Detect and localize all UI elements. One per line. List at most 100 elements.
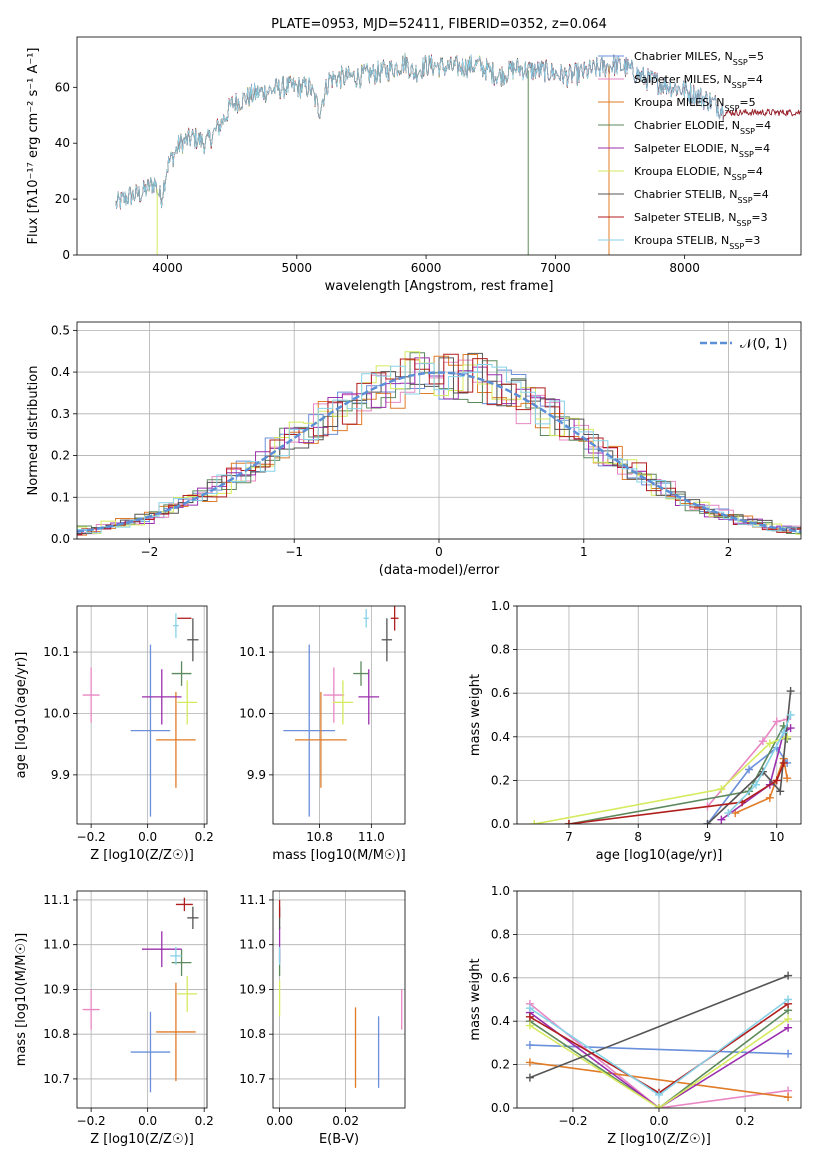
weight-marker: [717, 815, 726, 824]
y-tick-label: 10.9: [239, 982, 266, 996]
x-tick-label: 0: [435, 545, 443, 559]
plot-frame: [76, 605, 208, 825]
x-tick-label: 0.2: [195, 830, 214, 844]
legend-entry: Salpeter ELODIE, NSSP=4: [634, 142, 770, 159]
data-point: [82, 989, 100, 1030]
spectrum-series-line: [115, 53, 724, 209]
weight-marker: [655, 1090, 663, 1099]
legend-entry: Salpeter MILES, NSSP=4: [634, 73, 763, 90]
mass-vs-ebv-panel: 0.00 0.02 10.7 10.8 10.9 11.0 11.1 E(B-V): [239, 890, 406, 1147]
legend-entry: Chabrier MILES, NSSP=5: [634, 50, 764, 67]
data-point: [381, 618, 393, 662]
x-axis-label: age [log10(age/yr)]: [596, 848, 723, 863]
y-tick-label: 9.9: [51, 768, 70, 782]
y-tick-label: 9.9: [247, 768, 266, 782]
plot-area: [115, 52, 801, 255]
x-tick-label: 9: [704, 830, 712, 844]
x-tick-label: 0.00: [266, 1114, 293, 1128]
x-tick-label: 10: [769, 830, 784, 844]
plot-frame: [516, 605, 802, 825]
normal-curve: [77, 371, 801, 533]
y-axis-label: Flux [fλ10⁻¹⁷ erg cm⁻² s⁻¹ A⁻¹]: [26, 48, 41, 245]
weight-series-line: [568, 762, 785, 824]
y-tick-label: 0.1: [51, 490, 70, 504]
x-axis-label: Z [log10(Z/Z☉)]: [90, 1132, 194, 1147]
x-tick-label: 7000: [540, 261, 571, 275]
y-tick-label: 0.8: [491, 927, 510, 941]
weight-marker: [783, 732, 792, 741]
y-axis-label: mass [log10(M/M☉)]: [14, 933, 29, 1066]
chart-title: PLATE=0953, MJD=52411, FIBERID=0352, z=0…: [271, 17, 607, 32]
x-axis-label: E(B-V): [319, 1132, 359, 1147]
weight-series-line: [568, 723, 788, 824]
x-tick-label: −1: [285, 545, 303, 559]
data-point: [390, 606, 399, 631]
weight-marker: [655, 1104, 663, 1108]
data-point: [363, 609, 369, 628]
weight-series-line: [706, 718, 788, 808]
y-tick-label: 0.5: [51, 323, 70, 337]
y-tick-label: 10.8: [239, 1027, 266, 1041]
data-point: [283, 644, 336, 817]
y-tick-label: 10.9: [43, 982, 70, 996]
weight-marker: [784, 1015, 793, 1024]
plot-area: [278, 899, 403, 1088]
y-tick-label: 10.0: [43, 706, 70, 720]
weight-series-line: [529, 1044, 789, 1055]
plot-area: [283, 606, 399, 817]
y-axis-label: mass weight: [468, 958, 483, 1040]
y-tick-label: 0.4: [491, 730, 510, 744]
x-tick-label: 8000: [669, 261, 700, 275]
y-tick-label: 10.7: [239, 1072, 266, 1086]
data-point: [177, 976, 198, 1012]
y-tick-label: 10.0: [239, 706, 266, 720]
y-tick-label: 11.0: [239, 938, 266, 952]
x-tick-label: 2: [725, 545, 733, 559]
weight-series-line: [529, 1009, 789, 1108]
y-tick-label: 0.0: [51, 532, 70, 546]
x-tick-label: 0.0: [138, 1114, 157, 1128]
weight-marker: [786, 711, 795, 719]
y-tick-label: 60: [55, 80, 70, 94]
legend-entry: Kroupa ELODIE, NSSP=4: [634, 165, 763, 182]
y-tick-label: 0.2: [51, 449, 70, 463]
weight-series-line: [529, 1003, 789, 1108]
plot-frame: [272, 890, 406, 1109]
y-tick-label: 0.8: [491, 643, 510, 657]
legend-entry: Kroupa MILES, NSSP=5: [634, 96, 756, 113]
weight-series-line: [727, 714, 792, 814]
weight-marker: [784, 995, 793, 1004]
weight-marker: [765, 739, 774, 748]
spectrum-panel: 4000 5000 6000 7000 8000 0 20 40 60 wavelength [A…: [26, 17, 802, 294]
weight-marker: [758, 737, 767, 746]
y-axis-label: age [log10(age/yr)]: [14, 652, 29, 779]
legend-entry: 𝒩(0, 1): [740, 337, 787, 352]
weight-marker: [784, 1023, 793, 1032]
data-point: [332, 680, 354, 725]
y-tick-label: 1.0: [491, 599, 510, 613]
data-point: [156, 691, 196, 788]
y-tick-label: 10.8: [43, 1027, 70, 1041]
x-tick-label: −0.2: [77, 830, 106, 844]
weight-marker: [776, 787, 785, 796]
data-point: [187, 618, 199, 662]
x-tick-label: −2: [141, 545, 159, 559]
data-point: [142, 669, 182, 725]
x-tick-label: 7: [565, 830, 573, 844]
legend: Chabrier MILES, NSSP=5 Salpeter MILES, NS…: [598, 50, 771, 251]
data-point: [187, 906, 199, 930]
y-axis-label: Normed distribution: [26, 366, 41, 496]
y-axis-label: mass weight: [468, 674, 483, 756]
weight-marker: [751, 780, 760, 789]
weight-marker: [525, 1058, 534, 1067]
data-point: [82, 667, 100, 723]
y-tick-label: 0.0: [491, 817, 510, 831]
y-tick-label: 0.6: [491, 971, 510, 985]
plot-area: [525, 971, 793, 1108]
weight-marker: [525, 1004, 534, 1013]
weight-series-line: [706, 746, 788, 824]
y-tick-label: 10.1: [43, 645, 70, 659]
legend-entry: Chabrier ELODIE, NSSP=4: [634, 119, 771, 136]
weight-marker: [530, 820, 539, 824]
